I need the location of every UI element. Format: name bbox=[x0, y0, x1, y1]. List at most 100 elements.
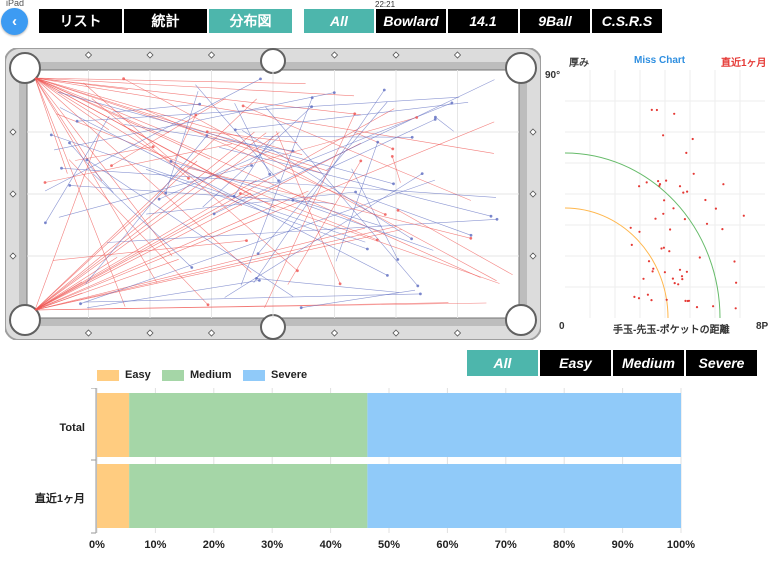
tab-distribution[interactable]: 分布図 bbox=[209, 9, 292, 33]
miss-point bbox=[645, 181, 648, 184]
miss-chart-inner-arc bbox=[565, 207, 669, 318]
miss-point bbox=[665, 179, 668, 182]
shot-line bbox=[235, 102, 469, 131]
shot-ball bbox=[338, 282, 342, 286]
pocket-top-middle bbox=[260, 48, 286, 74]
shot-ball bbox=[206, 303, 210, 307]
shot-ball bbox=[277, 179, 280, 183]
shot-ball bbox=[410, 135, 414, 139]
shot-line bbox=[91, 98, 189, 179]
shot-line bbox=[84, 293, 421, 303]
miss-chart-title: Miss Chart bbox=[634, 55, 686, 66]
rail-diamond bbox=[84, 329, 93, 337]
shot-line bbox=[123, 78, 497, 282]
tab-game-9ball[interactable]: 9Ball bbox=[520, 9, 590, 33]
bar-x-tick-label: 0% bbox=[89, 539, 105, 551]
bar-x-tick-label: 50% bbox=[377, 539, 401, 551]
shot-line bbox=[276, 131, 341, 284]
miss-point bbox=[734, 307, 737, 310]
shot-ball bbox=[382, 88, 386, 92]
tab-difficulty-easy[interactable]: Easy bbox=[540, 350, 611, 376]
shot-line bbox=[85, 135, 208, 285]
rail-diamond bbox=[9, 190, 17, 198]
tab-game-csrs[interactable]: C.S.R.S bbox=[592, 9, 662, 33]
shot-ball bbox=[79, 302, 82, 306]
shot-ball bbox=[419, 292, 422, 296]
shot-line bbox=[301, 289, 416, 308]
tab-game-bowlard[interactable]: Bowlard bbox=[376, 9, 446, 33]
miss-point bbox=[692, 172, 695, 175]
shot-line bbox=[435, 116, 454, 132]
tab-difficulty-all[interactable]: All bbox=[467, 350, 538, 376]
shot-line bbox=[195, 84, 279, 181]
rail-diamond bbox=[330, 329, 339, 337]
shot-ball bbox=[396, 258, 400, 261]
bar-segment-severe bbox=[367, 464, 681, 528]
shot-line bbox=[44, 143, 232, 183]
shot-line bbox=[34, 302, 449, 311]
shot-ball bbox=[60, 166, 63, 170]
tab-game-all[interactable]: All bbox=[304, 9, 374, 33]
shot-ball bbox=[190, 266, 194, 269]
miss-point bbox=[680, 275, 684, 278]
shot-line bbox=[77, 96, 460, 122]
rail-diamond bbox=[146, 329, 154, 337]
shot-ball bbox=[256, 252, 260, 256]
shot-ball bbox=[434, 115, 437, 119]
miss-point bbox=[637, 297, 641, 300]
tab-difficulty-medium[interactable]: Medium bbox=[613, 350, 684, 376]
shot-line bbox=[326, 119, 436, 170]
shot-ball bbox=[258, 279, 261, 282]
bar-x-tick-label: 70% bbox=[494, 539, 517, 551]
back-button[interactable]: ‹ bbox=[1, 8, 28, 35]
shot-line bbox=[247, 102, 453, 186]
view-tabs: リスト 統計 分布図 bbox=[39, 9, 292, 33]
tab-difficulty-severe[interactable]: Severe bbox=[686, 350, 757, 376]
shot-line bbox=[34, 160, 198, 311]
shot-line bbox=[34, 77, 110, 131]
miss-point bbox=[683, 218, 686, 221]
shot-ball bbox=[359, 159, 363, 163]
shot-ball bbox=[110, 164, 113, 167]
shot-line bbox=[34, 77, 126, 307]
tab-game-14-1[interactable]: 14.1 bbox=[448, 9, 518, 33]
miss-point bbox=[704, 198, 707, 202]
game-tabs: All Bowlard 14.1 9Ball C.S.R.S bbox=[304, 9, 662, 33]
tab-list[interactable]: リスト bbox=[39, 9, 122, 33]
shot-line bbox=[34, 77, 68, 174]
miss-chart-outer-arc bbox=[565, 152, 721, 318]
shot-line bbox=[34, 98, 257, 311]
shot-ball bbox=[212, 212, 216, 216]
shot-line bbox=[257, 101, 388, 254]
shot-line bbox=[51, 134, 366, 243]
miss-point bbox=[712, 305, 715, 308]
shot-ball bbox=[241, 104, 245, 108]
shot-line bbox=[69, 142, 114, 193]
rail-diamond bbox=[207, 329, 216, 337]
shot-line bbox=[256, 278, 400, 293]
legend-medium-label: Medium bbox=[190, 369, 232, 381]
shot-ball bbox=[469, 236, 473, 240]
tab-stats[interactable]: 統計 bbox=[124, 9, 207, 33]
shot-line bbox=[34, 190, 309, 311]
miss-point bbox=[652, 267, 655, 270]
miss-point bbox=[685, 151, 688, 154]
miss-point bbox=[630, 243, 633, 246]
shot-line bbox=[34, 77, 158, 284]
miss-point bbox=[658, 184, 661, 187]
pocket-top-left bbox=[9, 52, 41, 84]
shot-line bbox=[165, 91, 199, 194]
shot-line bbox=[92, 173, 193, 268]
miss-point bbox=[677, 283, 680, 286]
miss-point bbox=[663, 271, 666, 274]
miss-point bbox=[691, 137, 694, 141]
bar-x-tick-label: 20% bbox=[202, 539, 225, 551]
shot-line bbox=[234, 103, 270, 175]
shot-line bbox=[34, 142, 361, 311]
bar-y-ticks bbox=[91, 388, 96, 534]
shot-line bbox=[265, 106, 419, 287]
shot-line bbox=[34, 77, 173, 257]
shot-ball bbox=[122, 77, 125, 81]
shot-ball bbox=[75, 119, 79, 123]
miss-chart-y-top-label: 90° bbox=[545, 70, 561, 81]
